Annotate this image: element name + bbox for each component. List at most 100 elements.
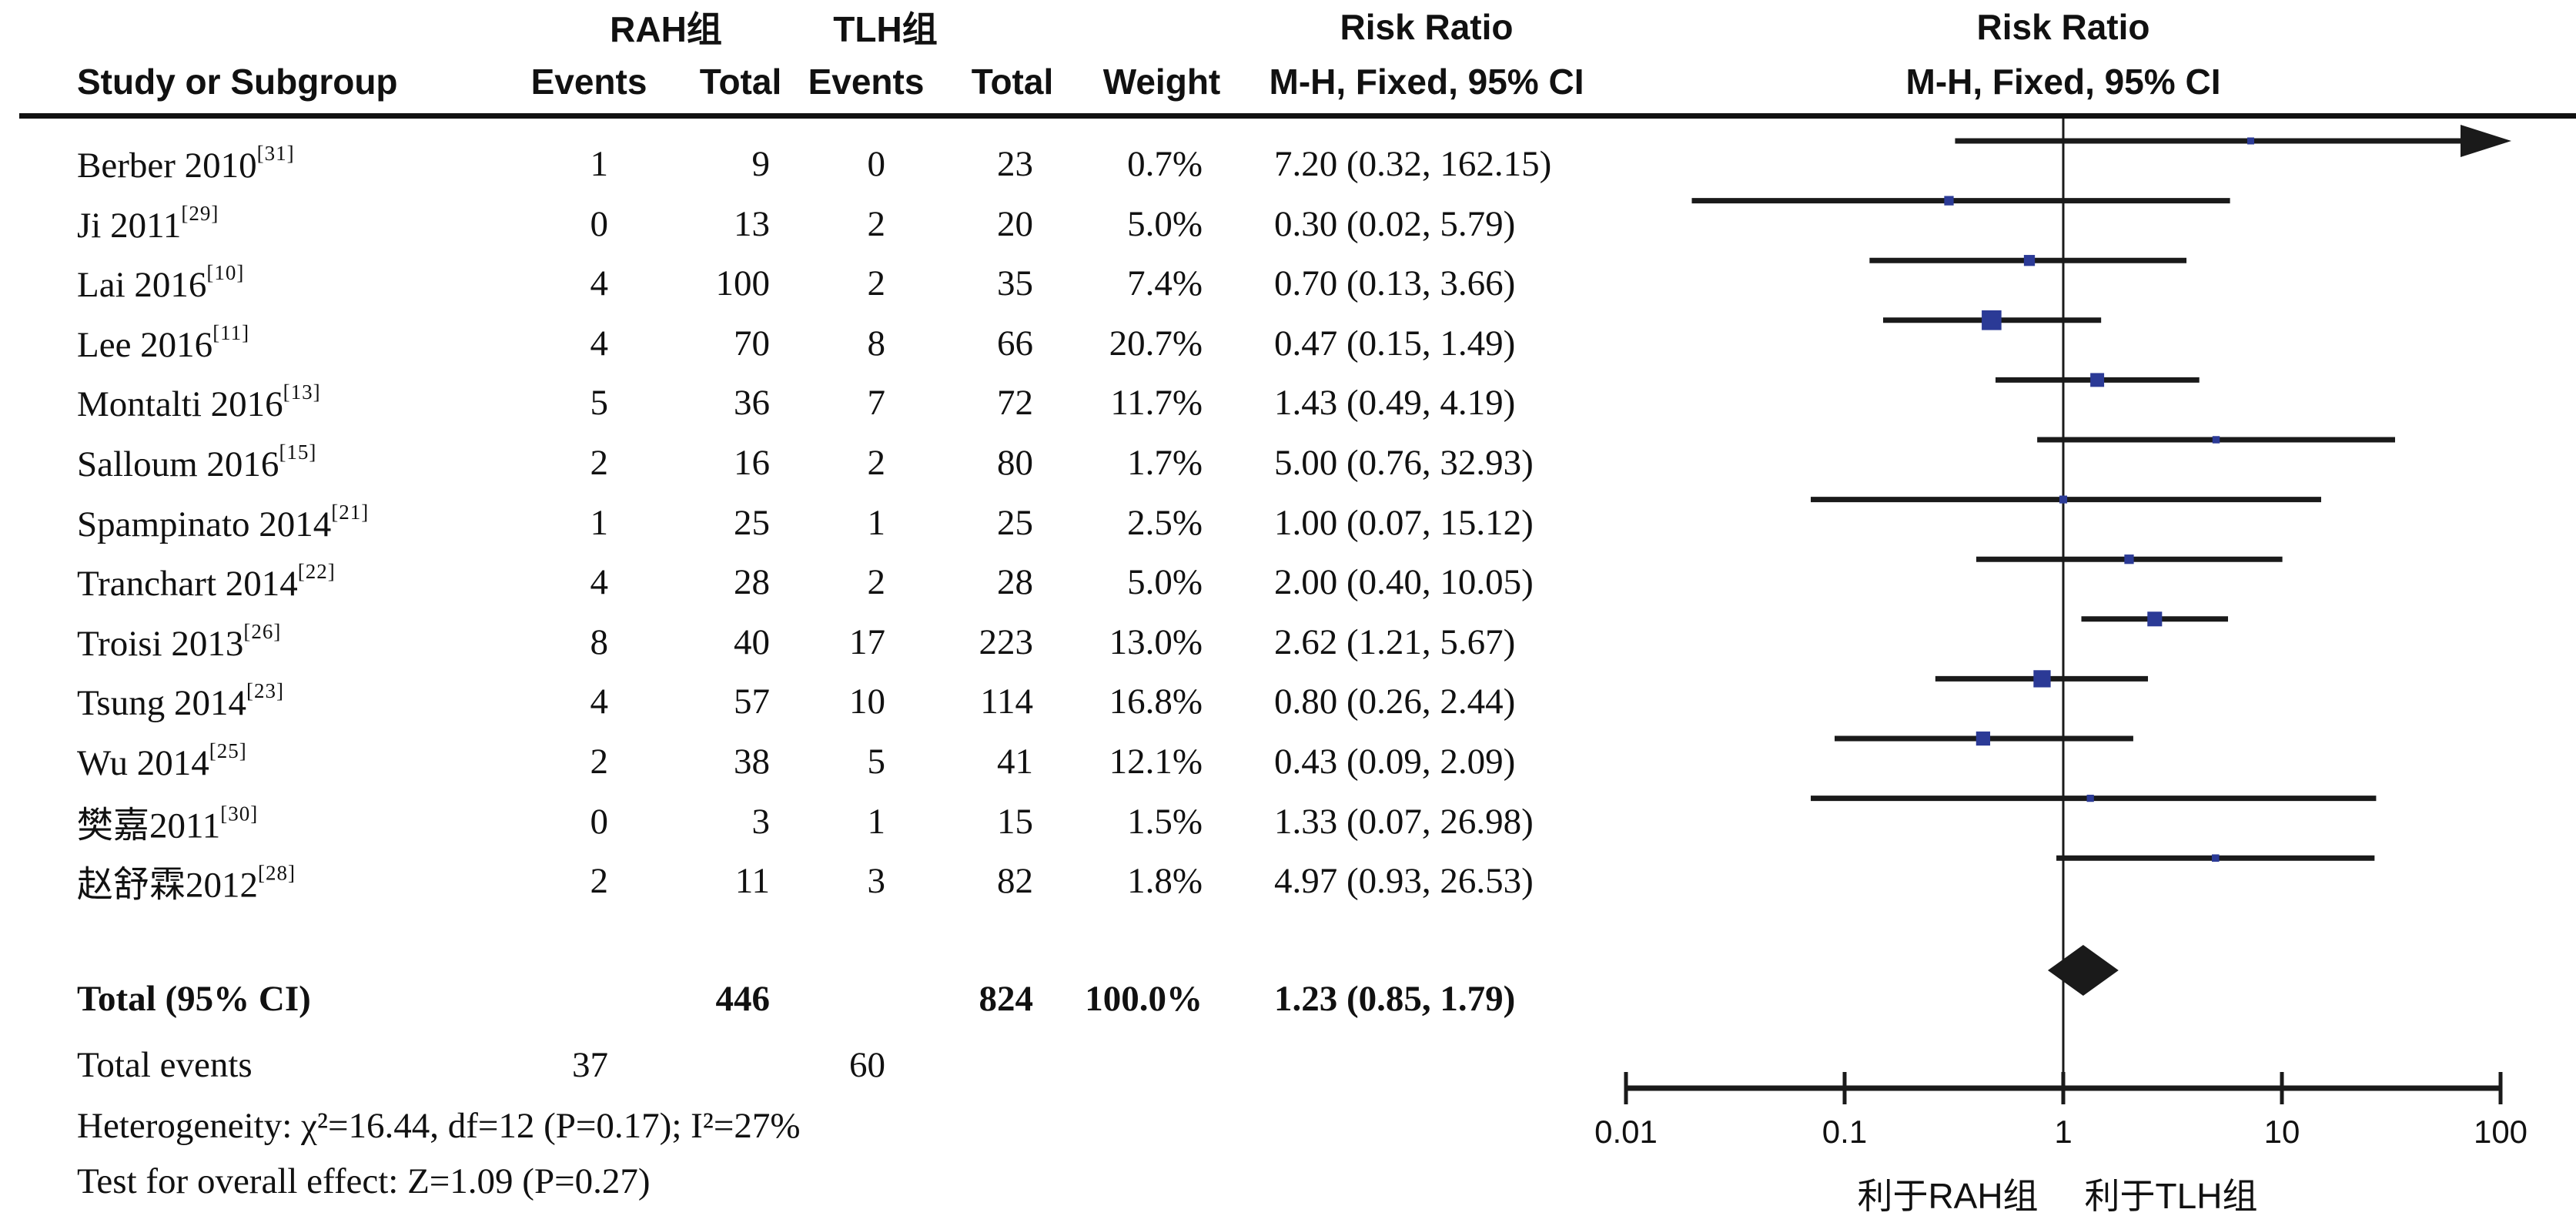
rr-marker xyxy=(2212,854,2220,862)
rah-events-value: 2 xyxy=(590,742,609,782)
study-reference-superscript: [21] xyxy=(331,500,370,524)
rah-total-value: 9 xyxy=(751,144,771,184)
group-rah-header: RAH组 xyxy=(610,9,722,49)
rr-ci-value: 1.33 (0.07, 26.98) xyxy=(1274,801,1534,842)
weight-value: 7.4% xyxy=(1127,263,1203,304)
study-column-header: Study or Subgroup xyxy=(77,62,398,102)
rr-ci-value: 1.00 (0.07, 15.12) xyxy=(1274,502,1534,543)
rr-marker xyxy=(2147,611,2163,627)
rr-ci-value: 0.30 (0.02, 5.79) xyxy=(1274,203,1516,244)
rah-events-value: 8 xyxy=(590,621,609,662)
study-name-text: Ji 2011 xyxy=(77,205,182,246)
tlh-total-value: 80 xyxy=(997,443,1033,483)
rah-events-value: 4 xyxy=(590,323,609,363)
study-name: Montalti 2016[13] xyxy=(77,380,321,425)
total-weight-value: 100.0% xyxy=(1085,979,1203,1019)
rah-total-value: 57 xyxy=(734,682,770,722)
rr-marker xyxy=(2086,794,2094,802)
total-events-tlh-value: 60 xyxy=(849,1045,885,1085)
study-reference-superscript: [10] xyxy=(206,261,245,285)
weight-column-header: Weight xyxy=(1102,62,1221,102)
rah-total-value: 70 xyxy=(734,323,770,363)
risk-ratio-plot-header: Risk Ratio xyxy=(1976,7,2150,47)
weight-value: 1.7% xyxy=(1127,443,1203,483)
rr-marker xyxy=(2033,670,2051,688)
x-axis-tick-label: 0.01 xyxy=(1594,1114,1658,1150)
rr-ci-value: 0.80 (0.26, 2.44) xyxy=(1274,682,1516,722)
tlh-events-value: 10 xyxy=(849,682,885,722)
study-name-text: Montalti 2016 xyxy=(77,384,283,425)
weight-value: 5.0% xyxy=(1127,203,1203,244)
study-name-text: Lai 2016 xyxy=(77,265,207,306)
weight-value: 0.7% xyxy=(1127,144,1203,184)
rah-total-value: 11 xyxy=(734,861,770,902)
rr-ci-value: 1.43 (0.49, 4.19) xyxy=(1274,383,1516,424)
study-name-text: Salloum 2016 xyxy=(77,444,279,484)
rr-marker xyxy=(2090,373,2105,387)
tlh-events-value: 1 xyxy=(867,801,886,842)
tlh-events-value: 2 xyxy=(867,562,886,603)
rah-events-value: 2 xyxy=(590,443,609,483)
study-reference-superscript: [30] xyxy=(220,802,259,826)
summary-diamond-icon xyxy=(2047,945,2119,996)
tlh-events-value: 2 xyxy=(867,443,886,483)
x-axis-tick-label: 0.1 xyxy=(1822,1114,1868,1150)
rr-marker xyxy=(1975,731,1991,746)
rr-marker xyxy=(2124,554,2134,564)
x-axis-tick-label: 1 xyxy=(2054,1114,2073,1150)
tlh-total-value: 23 xyxy=(997,144,1033,184)
risk-ratio-column-header: Risk Ratio xyxy=(1340,7,1514,47)
total-rah-value: 446 xyxy=(715,979,771,1019)
rah-total-value: 40 xyxy=(734,621,770,662)
study-reference-superscript: [25] xyxy=(209,739,247,762)
rr-ci-value: 2.00 (0.40, 10.05) xyxy=(1274,562,1534,603)
study-name: Lee 2016[11] xyxy=(77,321,249,366)
rr-ci-value: 2.62 (1.21, 5.67) xyxy=(1274,621,1516,662)
rah-total-value: 16 xyxy=(734,443,770,483)
rah-events-value: 2 xyxy=(590,861,609,902)
rr-marker xyxy=(2023,255,2036,266)
total-row-label: Total (95% CI) xyxy=(77,979,311,1019)
study-name: 赵舒霖2012[28] xyxy=(77,855,296,908)
total-events-label: Total events xyxy=(77,1045,253,1085)
study-reference-superscript: [11] xyxy=(212,320,250,344)
overall-effect-footnote: Test for overall effect: Z=1.09 (P=0.27) xyxy=(77,1161,651,1201)
tlh-events-value: 1 xyxy=(867,502,886,543)
study-name-text: 赵舒霖2012 xyxy=(77,865,258,906)
tlh-total-value: 114 xyxy=(980,682,1033,722)
tlh-total-value: 25 xyxy=(997,502,1033,543)
favors-rah-label: 利于RAH组 xyxy=(1857,1176,2039,1216)
header-rule xyxy=(19,113,2576,119)
tlh-events-value: 5 xyxy=(867,742,886,782)
tlh-events-value: 7 xyxy=(867,383,886,424)
study-name-text: Spampinato 2014 xyxy=(77,504,332,544)
rah-events-value: 1 xyxy=(590,144,609,184)
method-ci-plot-header: M-H, Fixed, 95% CI xyxy=(1905,62,2221,102)
study-name: Wu 2014[25] xyxy=(77,739,247,784)
rr-marker xyxy=(1982,310,2002,330)
rr-ci-value: 0.70 (0.13, 3.66) xyxy=(1274,263,1516,304)
rah-events-value: 4 xyxy=(590,682,609,722)
rr-ci-value: 5.00 (0.76, 32.93) xyxy=(1274,443,1534,483)
rah-events-value: 4 xyxy=(590,263,609,304)
study-name-text: Troisi 2013 xyxy=(77,623,244,664)
study-name: Ji 2011[29] xyxy=(77,202,219,246)
tlh-events-value: 2 xyxy=(867,263,886,304)
tlh-total-value: 41 xyxy=(997,742,1033,782)
total-rr-ci-value: 1.23 (0.85, 1.79) xyxy=(1274,979,1516,1019)
rah-events-value: 1 xyxy=(590,502,609,543)
study-name: Tranchart 2014[22] xyxy=(77,560,336,605)
study-reference-superscript: [28] xyxy=(258,861,296,885)
favors-tlh-label: 利于TLH组 xyxy=(2084,1176,2258,1216)
tlh-events-value: 2 xyxy=(867,203,886,244)
study-name-text: 樊嘉2011 xyxy=(77,806,221,846)
tlh-total-value: 35 xyxy=(997,263,1033,304)
x-axis-tick-label: 10 xyxy=(2263,1114,2300,1150)
study-reference-superscript: [26] xyxy=(243,619,282,643)
total-events-rah-value: 37 xyxy=(572,1045,608,1085)
rah-events-value: 0 xyxy=(590,203,609,244)
tlh-total-value: 15 xyxy=(997,801,1033,842)
weight-value: 20.7% xyxy=(1109,323,1203,363)
tlh-total-value: 82 xyxy=(997,861,1033,902)
